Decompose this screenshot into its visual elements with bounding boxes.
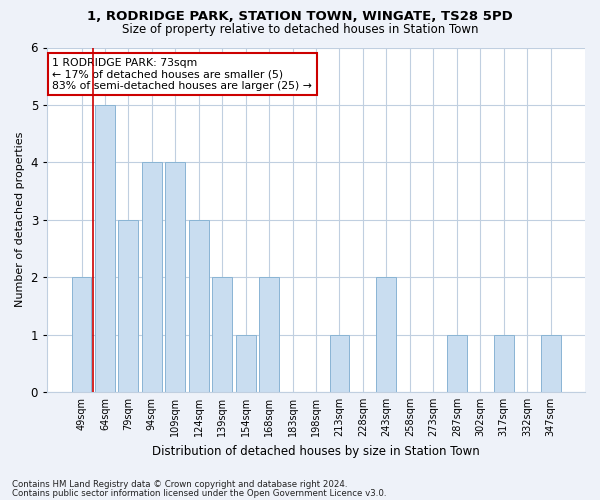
X-axis label: Distribution of detached houses by size in Station Town: Distribution of detached houses by size … bbox=[152, 444, 480, 458]
Bar bbox=[494, 334, 514, 392]
Bar bbox=[142, 162, 162, 392]
Bar bbox=[118, 220, 139, 392]
Bar bbox=[71, 277, 91, 392]
Text: Size of property relative to detached houses in Station Town: Size of property relative to detached ho… bbox=[122, 22, 478, 36]
Bar bbox=[189, 220, 209, 392]
Bar bbox=[447, 334, 467, 392]
Text: 1 RODRIDGE PARK: 73sqm
← 17% of detached houses are smaller (5)
83% of semi-deta: 1 RODRIDGE PARK: 73sqm ← 17% of detached… bbox=[52, 58, 313, 91]
Bar bbox=[329, 334, 349, 392]
Text: 1, RODRIDGE PARK, STATION TOWN, WINGATE, TS28 5PD: 1, RODRIDGE PARK, STATION TOWN, WINGATE,… bbox=[87, 10, 513, 23]
Y-axis label: Number of detached properties: Number of detached properties bbox=[15, 132, 25, 308]
Bar bbox=[236, 334, 256, 392]
Bar bbox=[376, 277, 397, 392]
Bar bbox=[212, 277, 232, 392]
Bar bbox=[259, 277, 279, 392]
Bar bbox=[95, 105, 115, 392]
Text: Contains public sector information licensed under the Open Government Licence v3: Contains public sector information licen… bbox=[12, 488, 386, 498]
Text: Contains HM Land Registry data © Crown copyright and database right 2024.: Contains HM Land Registry data © Crown c… bbox=[12, 480, 347, 489]
Bar bbox=[541, 334, 560, 392]
Bar bbox=[166, 162, 185, 392]
